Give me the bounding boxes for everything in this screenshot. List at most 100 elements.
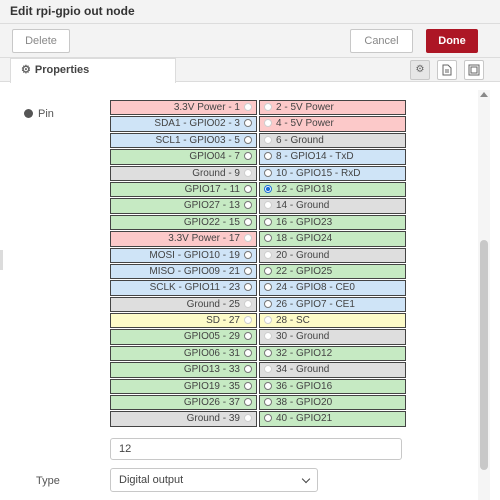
- pin-radio[interactable]: [244, 365, 252, 374]
- pin-cell-right[interactable]: 16 - GPIO23: [259, 214, 406, 231]
- pin-radio[interactable]: [264, 398, 272, 407]
- pin-cell-right[interactable]: 12 - GPIO18: [259, 181, 406, 198]
- pin-row: Ground - 25 26 - GPIO7 - CE1: [110, 296, 406, 313]
- pin-cell-left[interactable]: MISO - GPIO09 - 21: [110, 263, 257, 280]
- pin-label: 24 - GPIO8 - CE0: [276, 282, 355, 294]
- panel-scrollbar[interactable]: [478, 90, 490, 500]
- pin-radio[interactable]: [264, 381, 272, 390]
- pin-label: 10 - GPIO15 - RxD: [276, 167, 361, 179]
- pin-radio: [244, 316, 252, 325]
- pin-cell-right[interactable]: 26 - GPIO7 - CE1: [259, 296, 406, 313]
- pin-radio: [244, 299, 252, 308]
- pin-radio: [264, 103, 272, 111]
- pin-radio[interactable]: [244, 152, 252, 161]
- pin-radio[interactable]: [244, 119, 252, 128]
- pin-cell-right[interactable]: 40 - GPIO21: [259, 411, 406, 427]
- pin-radio[interactable]: [264, 184, 272, 193]
- pin-label-text: Pin: [38, 108, 54, 120]
- pin-cell-left: 3.3V Power - 17: [110, 231, 257, 247]
- pin-radio[interactable]: [244, 217, 252, 226]
- pin-row: MOSI - GPIO10 - 19 20 - Ground: [110, 247, 406, 264]
- pin-radio: [244, 103, 252, 111]
- type-select[interactable]: Digital output: [110, 468, 318, 492]
- pin-radio[interactable]: [264, 234, 272, 243]
- pin-radio[interactable]: [264, 299, 272, 308]
- pin-row: MISO - GPIO09 - 21 22 - GPIO25: [110, 263, 406, 280]
- pin-cell-left[interactable]: SDA1 - GPIO02 - 3: [110, 116, 257, 132]
- pin-radio[interactable]: [264, 348, 272, 357]
- pin-cell-right[interactable]: 10 - GPIO15 - RxD: [259, 165, 406, 181]
- pin-row: SDA1 - GPIO02 - 3 4 - 5V Power: [110, 116, 406, 132]
- pin-number-input[interactable]: 12: [110, 438, 402, 460]
- cancel-button[interactable]: Cancel: [350, 29, 413, 53]
- pin-radio[interactable]: [244, 184, 252, 193]
- pin-cell-right[interactable]: 32 - GPIO12: [259, 345, 406, 362]
- pin-cell-right[interactable]: 36 - GPIO16: [259, 378, 406, 395]
- gear-icon: ⚙: [21, 64, 31, 76]
- pin-label: 6 - Ground: [276, 134, 324, 146]
- pin-label: 26 - GPIO7 - CE1: [276, 298, 355, 310]
- pin-radio[interactable]: [264, 168, 272, 177]
- pin-radio[interactable]: [244, 381, 252, 390]
- pin-row: GPIO22 - 15 16 - GPIO23: [110, 214, 406, 231]
- pin-cell-left[interactable]: GPIO27 - 13: [110, 198, 257, 214]
- pin-cell-left[interactable]: GPIO22 - 15: [110, 214, 257, 231]
- pin-cell-right: 14 - Ground: [259, 198, 406, 214]
- pin-radio[interactable]: [244, 348, 252, 357]
- pin-cell-left: Ground - 9: [110, 165, 257, 181]
- scroll-up-icon[interactable]: [480, 92, 488, 97]
- pin-radio[interactable]: [264, 283, 272, 292]
- pin-radio[interactable]: [264, 414, 272, 423]
- pin-cell-left[interactable]: GPIO04 - 7: [110, 149, 257, 165]
- pin-radio[interactable]: [244, 266, 252, 275]
- pin-label: 3.3V Power - 1: [173, 102, 240, 113]
- pin-cell-right[interactable]: 38 - GPIO20: [259, 395, 406, 411]
- resize-handle[interactable]: [0, 250, 3, 270]
- scrollbar-thumb[interactable]: [480, 240, 488, 470]
- pin-radio: [244, 234, 252, 243]
- pin-cell-left[interactable]: SCLK - GPIO11 - 23: [110, 280, 257, 296]
- pin-cell-left[interactable]: GPIO06 - 31: [110, 345, 257, 362]
- done-button[interactable]: Done: [426, 29, 478, 53]
- pin-radio[interactable]: [244, 201, 252, 210]
- pin-cell-left[interactable]: SCL1 - GPIO03 - 5: [110, 132, 257, 149]
- pin-label: 4 - 5V Power: [276, 118, 334, 130]
- document-icon: [442, 64, 452, 76]
- pin-dot-icon: [24, 109, 33, 118]
- pin-cell-left[interactable]: GPIO13 - 33: [110, 362, 257, 378]
- pin-label: 30 - Ground: [276, 331, 330, 343]
- pin-label: 32 - GPIO12: [276, 347, 333, 359]
- pin-cell-right[interactable]: 24 - GPIO8 - CE0: [259, 280, 406, 296]
- dialog-toolbar: Delete Cancel Done: [0, 24, 500, 58]
- node-settings-button[interactable]: ⚙: [410, 60, 430, 80]
- pin-cell-right[interactable]: 8 - GPIO14 - TxD: [259, 149, 406, 165]
- pin-cell-left[interactable]: GPIO17 - 11: [110, 181, 257, 198]
- pin-cell-right: 20 - Ground: [259, 247, 406, 263]
- pin-radio[interactable]: [264, 152, 272, 161]
- pin-label: SDA1 - GPIO02 - 3: [154, 118, 240, 130]
- pin-label: 34 - Ground: [276, 364, 330, 376]
- pin-label: 20 - Ground: [276, 249, 330, 261]
- appearance-button[interactable]: [464, 60, 484, 80]
- pin-radio[interactable]: [244, 398, 252, 407]
- pin-radio[interactable]: [264, 217, 272, 226]
- description-button[interactable]: [437, 60, 457, 80]
- pin-row: GPIO06 - 31 32 - GPIO12: [110, 345, 406, 362]
- pin-cell-left[interactable]: GPIO05 - 29: [110, 329, 257, 345]
- pin-row: Ground - 9 10 - GPIO15 - RxD: [110, 165, 406, 182]
- pin-radio: [264, 135, 272, 144]
- pin-cell-left[interactable]: GPIO26 - 37: [110, 395, 257, 411]
- pin-radio[interactable]: [244, 332, 252, 341]
- pin-radio[interactable]: [244, 250, 252, 259]
- pin-label: 22 - GPIO25: [276, 265, 333, 277]
- pin-cell-right[interactable]: 22 - GPIO25: [259, 263, 406, 280]
- pin-radio[interactable]: [244, 135, 252, 144]
- pin-cell-left[interactable]: MOSI - GPIO10 - 19: [110, 247, 257, 263]
- pin-label: SD - 27: [206, 315, 240, 327]
- pin-cell-right[interactable]: 18 - GPIO24: [259, 231, 406, 247]
- delete-button[interactable]: Delete: [12, 29, 70, 53]
- pin-cell-left[interactable]: GPIO19 - 35: [110, 378, 257, 395]
- pin-radio[interactable]: [244, 283, 252, 292]
- tab-properties[interactable]: ⚙ Properties: [10, 58, 176, 83]
- pin-radio[interactable]: [264, 266, 272, 275]
